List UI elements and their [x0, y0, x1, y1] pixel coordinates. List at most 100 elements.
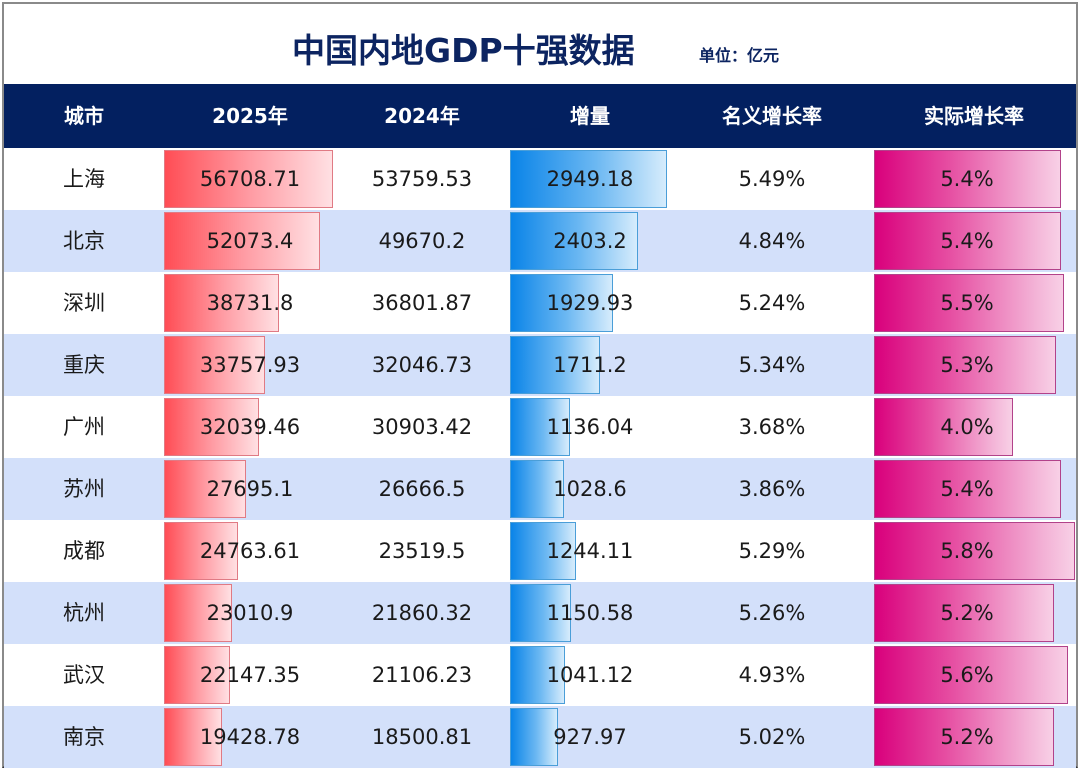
gdp-2024-cell: 26666.5 [378, 477, 466, 501]
increment-databar [510, 708, 558, 766]
header-real-growth: 实际增长率 [924, 104, 1024, 128]
real-growth-cell: 5.8% [940, 539, 994, 563]
gdp-2025-databar [164, 522, 238, 580]
increment-cell: 2949.18 [546, 167, 634, 191]
increment-cell: 1711.2 [553, 353, 627, 377]
nominal-growth-cell: 5.49% [738, 167, 806, 191]
gdp-2025-cell: 32039.46 [199, 415, 301, 439]
nominal-growth-cell: 5.26% [738, 601, 806, 625]
nominal-growth-cell: 5.24% [738, 291, 806, 315]
real-growth-cell: 5.3% [940, 353, 994, 377]
nominal-growth-cell: 5.02% [738, 725, 806, 749]
real-growth-databar [874, 398, 1013, 456]
nominal-growth-cell: 3.86% [738, 477, 806, 501]
gdp-2025-databar [164, 460, 246, 518]
table-row: 北京 52073.4 49670.2 2403.2 4.84% 5.4% [4, 210, 1076, 272]
increment-cell: 1150.58 [546, 601, 634, 625]
header-2025: 2025年 [212, 104, 288, 128]
table-row: 广州 32039.46 30903.42 1136.04 3.68% 4.0% [4, 396, 1076, 458]
gdp-2025-databar [164, 274, 279, 332]
city-cell: 广州 [63, 415, 105, 439]
increment-databar [510, 274, 613, 332]
gdp-2024-cell: 49670.2 [378, 229, 466, 253]
increment-databar [510, 336, 600, 394]
real-growth-cell: 5.4% [940, 229, 994, 253]
gdp-2024-cell: 53759.53 [371, 167, 473, 191]
table-row: 重庆 33757.93 32046.73 1711.2 5.34% 5.3% [4, 334, 1076, 396]
real-growth-databar [874, 522, 1075, 580]
increment-cell: 1244.11 [546, 539, 634, 563]
header-city: 城市 [64, 104, 104, 128]
real-growth-cell: 5.6% [940, 663, 994, 687]
gdp-2025-databar [164, 646, 230, 704]
real-growth-databar [874, 584, 1054, 642]
city-cell: 武汉 [63, 663, 105, 687]
gdp-2025-cell: 27695.1 [206, 477, 294, 501]
gdp-2025-cell: 52073.4 [206, 229, 294, 253]
gdp-2025-cell: 22147.35 [199, 663, 301, 687]
increment-databar [510, 212, 638, 270]
increment-cell: 1041.12 [546, 663, 634, 687]
increment-databar [510, 460, 564, 518]
real-growth-cell: 5.2% [940, 725, 994, 749]
increment-databar [510, 398, 570, 456]
increment-cell: 1028.6 [553, 477, 627, 501]
header-2024: 2024年 [384, 104, 460, 128]
table-row: 杭州 23010.9 21860.32 1150.58 5.26% 5.2% [4, 582, 1076, 644]
city-cell: 杭州 [63, 601, 105, 625]
increment-databar [510, 646, 565, 704]
unit-label: 单位：亿元 [699, 46, 780, 65]
real-growth-cell: 4.0% [940, 415, 994, 439]
gdp-2025-databar [164, 212, 320, 270]
city-cell: 上海 [63, 167, 105, 191]
real-growth-databar [874, 150, 1061, 208]
city-cell: 深圳 [63, 291, 105, 315]
gdp-2025-cell: 56708.71 [199, 167, 301, 191]
title-bar: 中国内地GDP十强数据 单位：亿元 [4, 4, 1076, 84]
nominal-growth-cell: 5.34% [738, 353, 806, 377]
increment-cell: 927.97 [553, 725, 627, 749]
real-growth-cell: 5.4% [940, 477, 994, 501]
gdp-2024-cell: 21860.32 [371, 601, 473, 625]
increment-cell: 2403.2 [553, 229, 627, 253]
increment-databar [510, 522, 576, 580]
gdp-2025-cell: 33757.93 [199, 353, 301, 377]
gdp-2025-databar [164, 150, 333, 208]
gdp-2024-cell: 32046.73 [371, 353, 473, 377]
real-growth-databar [874, 274, 1064, 332]
gdp-2024-cell: 30903.42 [371, 415, 473, 439]
table-row: 南京 19428.78 18500.81 927.97 5.02% 5.2% [4, 706, 1076, 768]
real-growth-databar [874, 708, 1054, 766]
gdp-2025-databar [164, 336, 265, 394]
increment-databar [510, 584, 571, 642]
real-growth-databar [874, 460, 1061, 518]
city-cell: 成都 [63, 539, 105, 563]
nominal-growth-cell: 3.68% [738, 415, 806, 439]
real-growth-cell: 5.4% [940, 167, 994, 191]
nominal-growth-cell: 4.93% [738, 663, 806, 687]
gdp-2025-cell: 23010.9 [206, 601, 294, 625]
table-row: 武汉 22147.35 21106.23 1041.12 4.93% 5.6% [4, 644, 1076, 706]
increment-cell: 1136.04 [546, 415, 634, 439]
real-growth-databar [874, 212, 1061, 270]
table-header: 城市 2025年 2024年 增量 名义增长率 实际增长率 [4, 84, 1076, 148]
gdp-2024-cell: 18500.81 [371, 725, 473, 749]
gdp-2024-cell: 36801.87 [371, 291, 473, 315]
gdp-2025-databar [164, 708, 222, 766]
page-title: 中国内地GDP十强数据 [292, 31, 635, 70]
real-growth-databar [874, 646, 1068, 704]
city-cell: 南京 [63, 725, 105, 749]
nominal-growth-cell: 4.84% [738, 229, 806, 253]
gdp-2024-cell: 21106.23 [371, 663, 473, 687]
real-growth-cell: 5.5% [940, 291, 994, 315]
real-growth-databar [874, 336, 1056, 394]
gdp-2025-cell: 19428.78 [199, 725, 301, 749]
gdp-2025-cell: 24763.61 [199, 539, 301, 563]
city-cell: 北京 [63, 229, 105, 253]
gdp-2025-databar [164, 398, 259, 456]
table-row: 成都 24763.61 23519.5 1244.11 5.29% 5.8% [4, 520, 1076, 582]
gdp-2024-cell: 23519.5 [378, 539, 466, 563]
header-nominal-growth: 名义增长率 [722, 104, 822, 128]
city-cell: 重庆 [63, 353, 105, 377]
